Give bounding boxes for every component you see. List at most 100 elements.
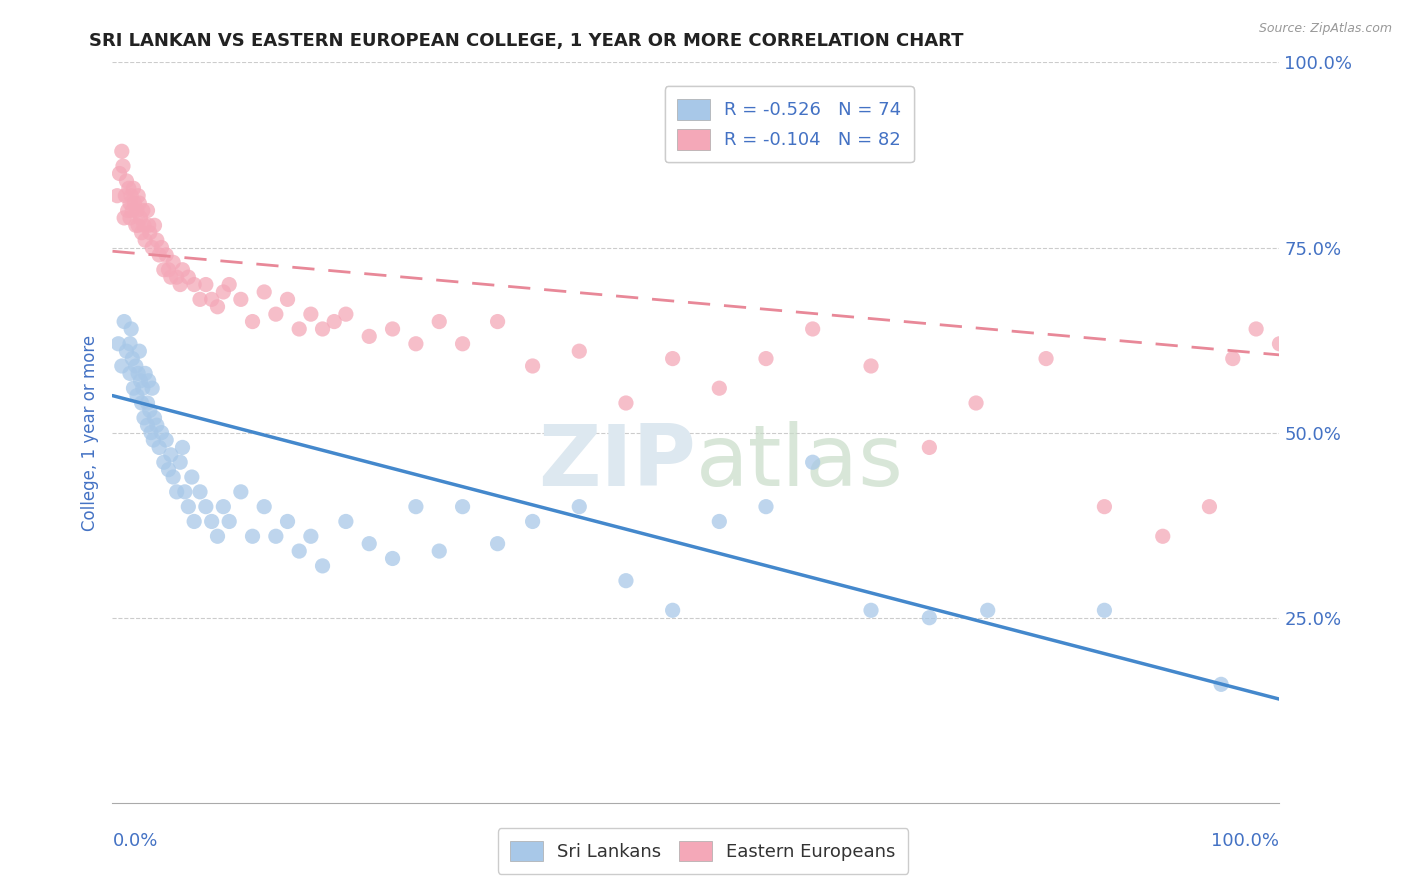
Point [172, 262, 194, 277]
Point [141, 381, 163, 395]
Point [132, 410, 155, 425]
Point [121, 351, 143, 366]
Point [218, 515, 240, 529]
Point [153, 455, 176, 469]
Point [127, 188, 149, 202]
Point [115, 174, 138, 188]
Point [801, 322, 824, 336]
Point [709, 381, 731, 395]
Point [180, 470, 202, 484]
Point [1222, 351, 1244, 366]
Point [112, 211, 135, 225]
Point [1094, 500, 1116, 514]
Point [155, 433, 177, 447]
Point [201, 293, 224, 307]
Point [128, 196, 150, 211]
Point [143, 219, 166, 233]
Point [125, 219, 148, 233]
Point [155, 248, 177, 262]
Point [136, 418, 159, 433]
Point [755, 500, 778, 514]
Point [242, 314, 264, 328]
Point [288, 544, 311, 558]
Point [162, 470, 184, 484]
Point [801, 455, 824, 469]
Point [138, 219, 160, 233]
Point [188, 484, 211, 499]
Point [124, 196, 146, 211]
Point [129, 374, 152, 388]
Point [486, 536, 509, 550]
Point [253, 500, 276, 514]
Point [153, 262, 176, 277]
Text: SRI LANKAN VS EASTERN EUROPEAN COLLEGE, 1 YEAR OR MORE CORRELATION CHART: SRI LANKAN VS EASTERN EUROPEAN COLLEGE, … [89, 32, 963, 50]
Point [169, 455, 191, 469]
Legend: Sri Lankans, Eastern Europeans: Sri Lankans, Eastern Europeans [498, 828, 908, 874]
Point [139, 403, 162, 417]
Point [212, 285, 235, 299]
Point [150, 240, 173, 255]
Point [311, 558, 333, 573]
Point [568, 500, 591, 514]
Point [166, 270, 188, 285]
Point [299, 529, 322, 543]
Point [169, 277, 191, 292]
Point [122, 181, 145, 195]
Point [111, 159, 134, 173]
Point [138, 374, 160, 388]
Point [299, 307, 322, 321]
Point [359, 329, 381, 343]
Point [134, 233, 156, 247]
Text: 100.0%: 100.0% [1212, 832, 1279, 850]
Point [131, 226, 153, 240]
Point [218, 277, 240, 292]
Point [264, 529, 287, 543]
Point [229, 484, 252, 499]
Point [157, 262, 180, 277]
Point [120, 188, 142, 202]
Point [253, 285, 276, 299]
Point [522, 359, 544, 373]
Point [142, 433, 165, 447]
Point [1198, 500, 1220, 514]
Point [264, 307, 287, 321]
Point [568, 344, 591, 359]
Point [201, 515, 224, 529]
Point [242, 529, 264, 543]
Point [860, 359, 883, 373]
Point [381, 551, 404, 566]
Point [160, 448, 183, 462]
Point [131, 396, 153, 410]
Point [335, 515, 357, 529]
Point [918, 441, 941, 455]
Y-axis label: College, 1 year or more: College, 1 year or more [80, 334, 98, 531]
Point [427, 314, 450, 328]
Point [177, 270, 200, 285]
Point [276, 293, 298, 307]
Point [661, 603, 683, 617]
Text: Source: ZipAtlas.com: Source: ZipAtlas.com [1258, 22, 1392, 36]
Point [143, 410, 166, 425]
Point [150, 425, 173, 440]
Point [125, 359, 148, 373]
Point [157, 462, 180, 476]
Point [1209, 677, 1232, 691]
Point [1268, 336, 1291, 351]
Point [148, 248, 170, 262]
Point [1094, 603, 1116, 617]
Point [1244, 322, 1267, 336]
Point [121, 203, 143, 218]
Point [129, 211, 152, 225]
Point [114, 188, 136, 202]
Point [965, 396, 987, 410]
Point [105, 188, 128, 202]
Point [134, 367, 156, 381]
Point [614, 396, 637, 410]
Point [122, 381, 145, 395]
Point [405, 336, 427, 351]
Point [146, 418, 169, 433]
Text: atlas: atlas [696, 421, 904, 504]
Point [132, 203, 155, 218]
Point [194, 277, 217, 292]
Point [918, 610, 941, 624]
